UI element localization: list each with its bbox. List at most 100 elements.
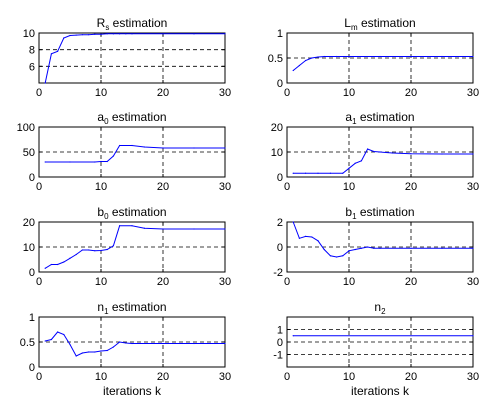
data-point [360, 160, 362, 162]
data-point [131, 144, 133, 147]
y-tick-label: -1 [273, 350, 283, 362]
y-tick-label: 0 [277, 172, 283, 184]
y-tick-label: 0.5 [268, 53, 283, 65]
chart-title-main: L [344, 16, 351, 30]
y-tick-label: -2 [273, 267, 283, 279]
data-point [81, 352, 83, 354]
series-line [45, 331, 225, 357]
chart-panel-0: Rs estimation 0 10 20 30 10 8 6 [23, 16, 231, 99]
data-point [323, 248, 325, 251]
data-point [354, 248, 356, 251]
data-point [224, 33, 226, 35]
data-point [143, 227, 145, 229]
data-point [292, 335, 294, 337]
chart-title-main: n [374, 300, 381, 314]
data-point [373, 247, 375, 249]
chart-title-rest: estimation [357, 205, 415, 219]
series-line [292, 221, 473, 258]
data-point [131, 225, 133, 227]
data-point [292, 172, 294, 174]
data-point [224, 147, 226, 149]
chart-title: a0 estimation [97, 110, 166, 126]
x-tick-label: 30 [467, 276, 479, 288]
data-point [410, 247, 412, 249]
data-point [57, 263, 59, 266]
data-point [317, 172, 319, 174]
y-tick-label: 10 [23, 242, 35, 254]
data-point [193, 342, 195, 345]
data-point [50, 53, 53, 55]
data-point [472, 55, 474, 58]
y-tick-label: 0.5 [20, 337, 35, 349]
data-point [472, 247, 474, 249]
y-tick-label: 8 [29, 45, 35, 57]
data-point [106, 160, 108, 163]
x-tick-label: 20 [157, 276, 169, 288]
x-tick-label: 0 [284, 181, 290, 193]
data-point [75, 34, 77, 36]
data-point [112, 245, 114, 247]
data-point [131, 342, 133, 345]
data-point [100, 33, 102, 35]
y-tick-label: 0 [29, 267, 35, 279]
data-point [106, 248, 108, 251]
y-tick-label: 10 [23, 28, 35, 40]
x-axis-label: iterations k [351, 384, 410, 396]
data-point [193, 228, 195, 230]
chart-title-subscript: 0 [104, 212, 109, 221]
chart-title-main: n [97, 300, 104, 314]
data-point [441, 55, 443, 58]
data-point [69, 34, 71, 37]
data-point [50, 338, 53, 341]
x-axis-label: iterations k [103, 384, 162, 396]
data-point [311, 236, 313, 238]
data-point [63, 333, 65, 336]
x-tick-label: 0 [284, 87, 290, 99]
data-point [119, 225, 121, 227]
chart-title-main: R [97, 16, 106, 30]
y-tick-label: 50 [23, 147, 35, 159]
data-point [44, 161, 46, 163]
chart-title-rest: estimation [109, 16, 167, 30]
chart-title-main: b [345, 205, 352, 219]
data-point [125, 33, 127, 35]
x-tick-label: 0 [284, 276, 290, 288]
y-tick-label: 0 [277, 242, 283, 254]
data-point [391, 152, 393, 154]
chart-title: a1 estimation [345, 110, 414, 126]
chart-title-rest: estimation [109, 300, 167, 314]
x-tick-label: 30 [467, 371, 479, 383]
chart-title-main: b [97, 205, 104, 219]
chart-title-subscript: 1 [104, 307, 109, 316]
data-point [112, 155, 114, 157]
data-point [373, 150, 375, 153]
chart-panel-3: a1 estimation 0 10 20 30 20 10 0 [271, 110, 479, 193]
data-point [100, 249, 102, 252]
data-point [119, 33, 121, 35]
y-tick-label: 6 [29, 61, 35, 73]
data-point [336, 256, 338, 258]
y-tick-label: 0 [29, 172, 35, 184]
chart-title: Rs estimation [97, 16, 168, 32]
x-tick-label: 10 [95, 181, 107, 193]
x-tick-label: 0 [36, 87, 42, 99]
data-point [106, 33, 108, 35]
data-point [143, 146, 145, 148]
data-point [50, 263, 53, 266]
data-point [305, 172, 307, 174]
chart-title-subscript: 0 [104, 117, 109, 126]
chart-title-main: a [97, 110, 104, 124]
data-point [125, 342, 127, 344]
y-tick-label: 20 [271, 122, 283, 134]
series-line [44, 33, 225, 84]
series-line [45, 145, 225, 163]
data-point [94, 250, 96, 252]
data-point [292, 221, 294, 223]
data-point [348, 55, 350, 58]
data-point [75, 253, 77, 256]
y-tick-label: 1 [277, 28, 283, 40]
x-tick-label: 20 [157, 87, 169, 99]
